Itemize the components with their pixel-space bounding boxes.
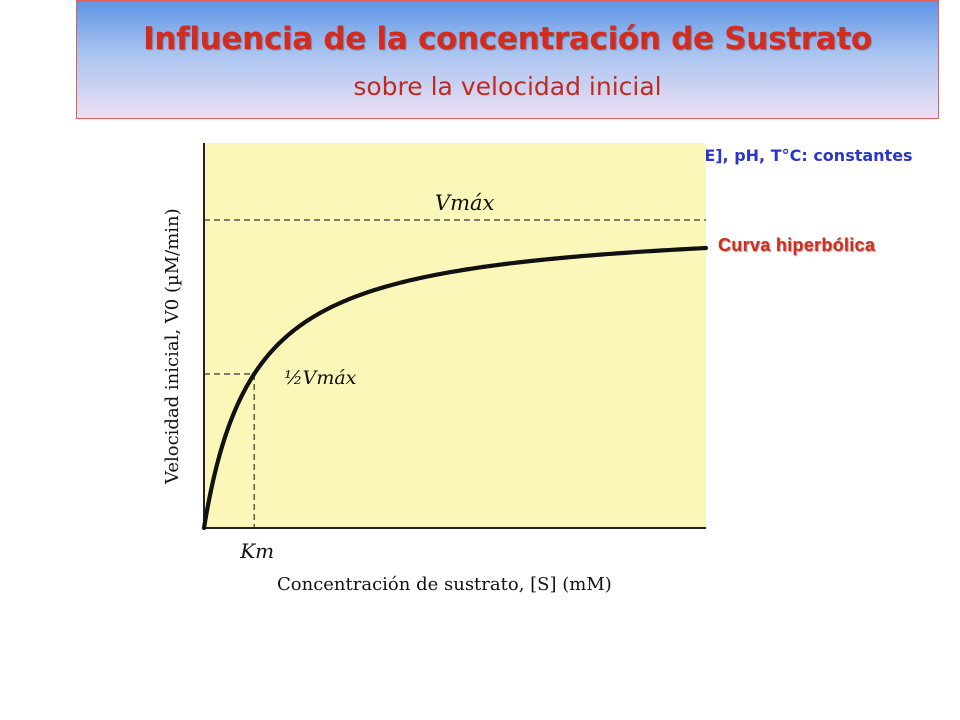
- km-label: Km: [239, 539, 274, 563]
- curve-label: Curva hiperbólica: [718, 235, 876, 255]
- vmax-label: Vmáx: [435, 191, 495, 215]
- michaelis-menten-curve: [201, 245, 709, 531]
- page-title: Influencia de la concentración de Sustra…: [143, 21, 872, 57]
- y-axis-label: Velocidad inicial, V0 (µM/min): [162, 208, 183, 485]
- conditions-note: [E], pH, T°C: constantes: [697, 146, 913, 165]
- title-banner: Influencia de la concentración de Sustra…: [76, 0, 939, 119]
- x-axis-label: Concentración de sustrato, [S] (mM): [277, 574, 612, 595]
- half-vmax-label: ½Vmáx: [284, 367, 356, 389]
- page-subtitle: sobre la velocidad inicial: [353, 72, 662, 101]
